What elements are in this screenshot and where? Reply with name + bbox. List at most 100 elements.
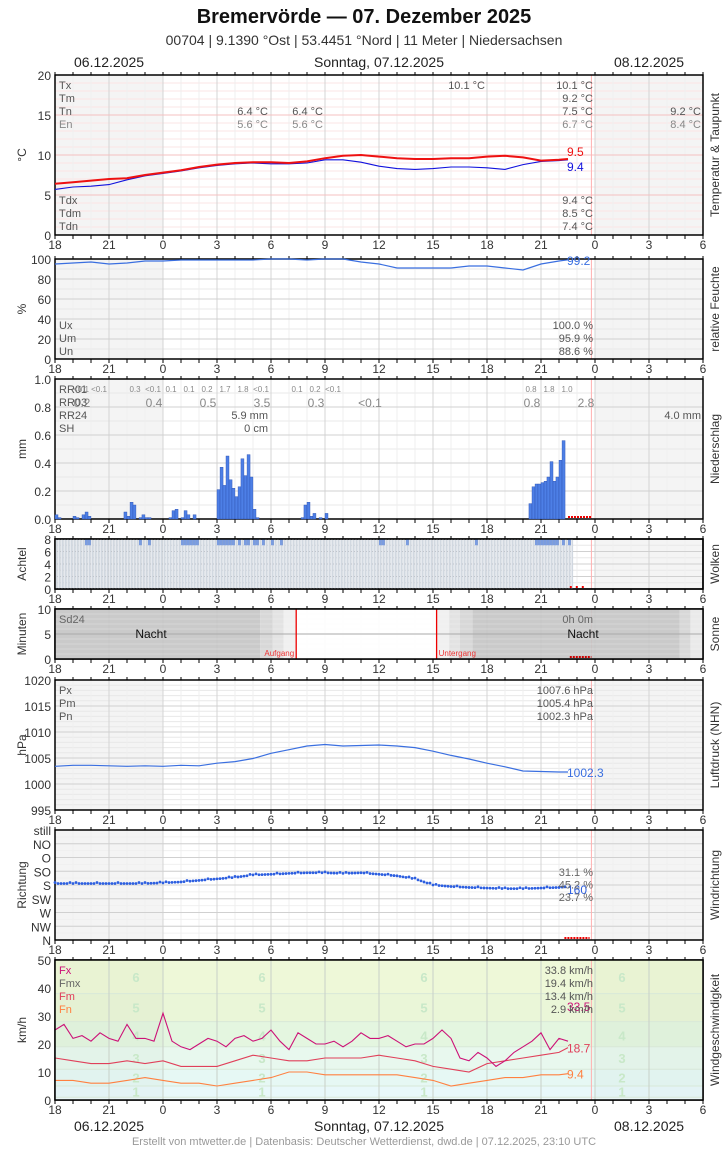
date-center: Sonntag, 07.12.2025 [314,54,445,70]
date-right: 08.12.2025 [614,54,685,70]
svg-text:33.5: 33.5 [567,1000,591,1014]
svg-text:0: 0 [160,522,167,536]
svg-text:Tn: Tn [59,106,72,118]
svg-text:21: 21 [102,238,116,252]
svg-text:9.2 °C: 9.2 °C [670,106,701,118]
svg-text:21: 21 [534,522,548,536]
svg-text:9.5: 9.5 [567,145,584,159]
svg-text:4: 4 [44,558,51,572]
svg-text:0.5: 0.5 [200,396,217,410]
panel-relative-feuchte: 0 20 40 60 80 100 18 21 0 3 6 9 12 15 18 21 0 3 6% relative… [15,253,722,376]
svg-text:10.1 °C: 10.1 °C [448,80,485,92]
svg-text:15: 15 [426,238,440,252]
svg-text:5.6 °C: 5.6 °C [237,119,268,131]
svg-text:0: 0 [160,813,167,827]
svg-text:21: 21 [534,813,548,827]
svg-text:18: 18 [480,522,494,536]
svg-text:3: 3 [646,592,653,606]
svg-text:2: 2 [618,1071,625,1086]
svg-text:21: 21 [102,1103,116,1117]
svg-text:0: 0 [160,943,167,957]
svg-text:0: 0 [592,662,599,676]
svg-text:6: 6 [132,970,139,985]
svg-text:9: 9 [322,362,329,376]
svg-text:10: 10 [38,603,52,617]
svg-text:40: 40 [38,982,52,996]
svg-text:6: 6 [700,813,707,827]
svg-text:Minuten: Minuten [15,613,29,656]
svg-text:Tx: Tx [59,80,72,92]
svg-text:0.2: 0.2 [74,396,91,410]
svg-text:0.3: 0.3 [308,396,325,410]
svg-text:12: 12 [372,238,386,252]
date-row-top: 06.12.2025 Sonntag, 07.12.2025 08.12.202… [0,54,728,72]
svg-text:40: 40 [38,313,52,327]
svg-text:5: 5 [258,1001,265,1016]
svg-text:3: 3 [214,662,221,676]
svg-text:12: 12 [372,1103,386,1117]
svg-text:Luftdruck (NHN): Luftdruck (NHN) [708,702,722,789]
svg-text:Ux: Ux [59,320,73,332]
svg-text:6: 6 [268,813,275,827]
svg-text:15: 15 [426,592,440,606]
svg-text:NO: NO [33,838,51,852]
svg-text:SH: SH [59,423,74,435]
svg-text:0.8: 0.8 [524,396,541,410]
svg-text:6: 6 [420,970,427,985]
svg-text:4: 4 [132,1029,140,1044]
svg-text:4.0 mm: 4.0 mm [664,410,701,422]
svg-text:6: 6 [44,546,51,560]
svg-text:Windrichtung: Windrichtung [708,850,722,920]
svg-text:2: 2 [258,1071,265,1086]
svg-text:18.7: 18.7 [567,1042,591,1056]
svg-text:4: 4 [258,1029,266,1044]
svg-text:0: 0 [592,1103,599,1117]
svg-text:3: 3 [214,813,221,827]
svg-text:Achtel: Achtel [15,547,29,580]
svg-text:21: 21 [102,813,116,827]
svg-text:9: 9 [322,238,329,252]
svg-text:3: 3 [214,1103,221,1117]
svg-text:1.0: 1.0 [561,385,573,394]
svg-text:3: 3 [214,522,221,536]
svg-text:1000: 1000 [24,778,51,792]
svg-text:km/h: km/h [15,1017,29,1043]
svg-text:20: 20 [38,69,52,83]
svg-text:SW: SW [32,893,52,907]
panel-luftdruck-nhn-: 995 1000 1005 1010 1015 1020 18 21 0 3 6 9 12 15 18 21 0… [15,674,722,827]
svg-text:15: 15 [426,522,440,536]
svg-text:1: 1 [618,1085,625,1100]
svg-text:31.1 %: 31.1 % [559,867,593,879]
svg-text:95.9 %: 95.9 % [559,333,593,345]
svg-text:9.2 °C: 9.2 °C [562,93,593,105]
date-right-bottom: 08.12.2025 [614,1118,685,1134]
svg-text:0 cm: 0 cm [244,423,268,435]
panel-niederschlag: 0.0 0.2 0.4 0.6 0.8 1.0 18 21 0 3 6 9 12 15 18 21 0 3 6 mm N… [15,373,722,536]
page-title: Bremervörde — 07. Dezember 2025 [196,6,532,28]
station-info: 00704 | 9.1390 °Ost | 53.4451 °Nord | 11… [165,32,563,48]
svg-text:Sonne: Sonne [708,616,722,651]
svg-text:0: 0 [160,662,167,676]
svg-text:Tm: Tm [59,93,75,105]
svg-text:1: 1 [258,1085,265,1100]
svg-text:9: 9 [322,1103,329,1117]
panel-temperatur-taupunkt: 0 5 10 15 20 18 21 0 3 6 9 12 15 18 21 0 3 6 °C Temperatur … [15,69,722,252]
svg-text:0.4: 0.4 [146,396,163,410]
svg-text:9.4: 9.4 [567,160,584,174]
svg-text:6: 6 [268,1103,275,1117]
svg-text:Px: Px [59,685,72,697]
svg-text:W: W [40,907,52,921]
svg-text:5: 5 [44,628,51,642]
svg-text:7.5 °C: 7.5 °C [562,106,593,118]
svg-text:0: 0 [160,1103,167,1117]
svg-text:12: 12 [372,662,386,676]
svg-text:<0.1: <0.1 [325,385,341,394]
svg-text:hPa: hPa [15,734,29,756]
svg-text:9: 9 [322,522,329,536]
svg-text:3: 3 [646,522,653,536]
svg-text:0: 0 [592,943,599,957]
svg-text:1005: 1005 [24,752,51,766]
svg-text:12: 12 [372,522,386,536]
